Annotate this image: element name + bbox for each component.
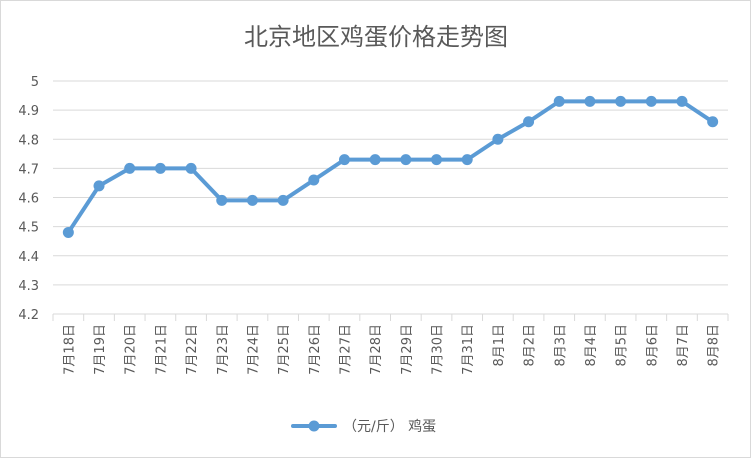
x-tick-label: 8月2日 [523, 324, 538, 367]
x-tick-label: 7月23日 [216, 324, 231, 375]
data-point [553, 95, 565, 107]
y-tick-label: 4.2 [18, 308, 39, 323]
series-line [66, 99, 715, 235]
data-point [615, 95, 627, 107]
y-tick-label: 4.6 [18, 192, 39, 207]
y-tick-label: 4.5 [18, 221, 39, 236]
x-tick-label: 8月4日 [584, 324, 599, 367]
data-point [154, 162, 166, 174]
x-tick-label: 7月19日 [93, 324, 108, 375]
y-axis-ticks: 4.2 4.3 4.4 4.5 4.6 4.7 4.8 4.9 5 [18, 75, 39, 323]
legend-label: （元/斤） 鸡蛋 [343, 418, 436, 435]
x-tick-label: 7月25日 [277, 324, 292, 375]
data-point [461, 154, 473, 166]
x-tick-label: 7月20日 [124, 324, 139, 375]
x-tick-label: 8月1日 [492, 324, 507, 367]
data-point [369, 154, 381, 166]
data-point [645, 95, 657, 107]
x-tick-label: 7月30日 [431, 324, 446, 375]
x-tick-label: 8月3日 [553, 324, 568, 367]
data-point [277, 194, 289, 206]
data-point [676, 95, 688, 107]
x-tick-label: 7月29日 [400, 324, 415, 375]
data-point [216, 194, 228, 206]
data-point [492, 133, 504, 145]
legend-marker-icon [308, 420, 320, 432]
y-tick-label: 4.7 [18, 162, 39, 177]
data-point [338, 154, 350, 166]
chart-title: 北京地区鸡蛋价格走势图 [244, 23, 508, 51]
data-point [400, 154, 412, 166]
y-tick-label: 4.3 [18, 279, 39, 294]
y-tick-label: 4.4 [18, 250, 39, 265]
series-layer [62, 95, 719, 238]
y-tick-label: 5 [31, 75, 39, 90]
x-tick-label: 7月24日 [246, 324, 261, 375]
data-point [185, 162, 197, 174]
x-tick-label: 7月18日 [62, 324, 77, 375]
y-tick-label: 4.8 [18, 133, 39, 148]
x-tick-label: 8月5日 [615, 324, 630, 367]
data-point [523, 116, 535, 128]
x-tick-label: 7月21日 [154, 324, 169, 375]
legend: （元/斤） 鸡蛋 [291, 418, 436, 435]
gridlines [53, 80, 728, 315]
x-tick-label: 7月26日 [308, 324, 323, 375]
x-tick-label: 8月6日 [645, 324, 660, 367]
data-point [93, 180, 105, 192]
x-tick-label: 7月27日 [338, 324, 353, 375]
data-point [308, 174, 320, 186]
x-tick-label: 7月28日 [369, 324, 384, 375]
data-point [584, 95, 596, 107]
y-tick-label: 4.9 [18, 104, 39, 119]
x-axis-ticks: 7月18日 7月19日 7月20日 7月21日 7月22日 7月23日 7月24日 7月25日… [52, 314, 729, 375]
data-point [707, 116, 719, 128]
x-tick-label: 8月8日 [707, 324, 722, 367]
x-tick-label: 7月31日 [461, 324, 476, 375]
x-tick-label: 8月7日 [676, 324, 691, 367]
data-point [246, 194, 258, 206]
x-tick-label: 7月22日 [185, 324, 200, 375]
data-point [124, 162, 136, 174]
data-point [431, 154, 443, 166]
data-point [62, 226, 74, 238]
